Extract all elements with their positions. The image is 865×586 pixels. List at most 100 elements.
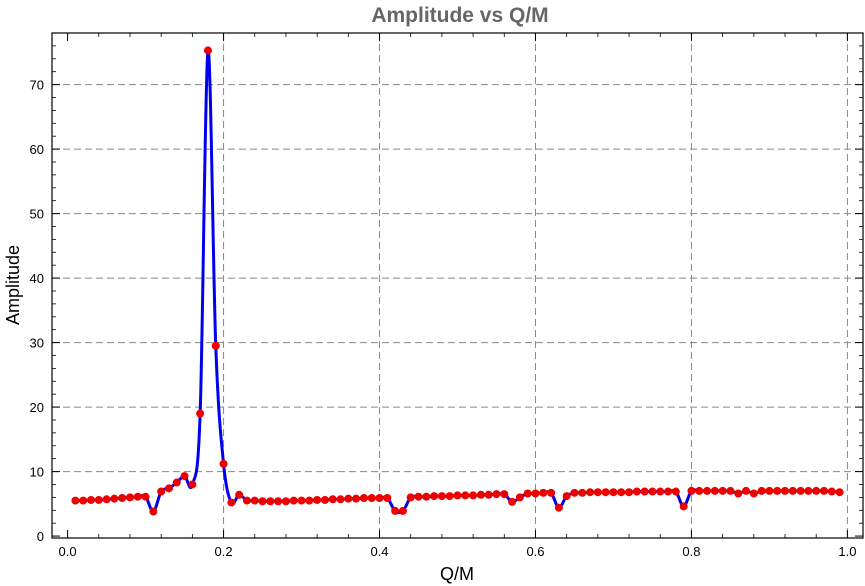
data-point (508, 497, 517, 506)
data-point (352, 494, 361, 503)
data-point (578, 488, 587, 497)
data-point (773, 486, 782, 495)
data-point (203, 46, 212, 55)
amplitude-line (75, 48, 840, 515)
data-point (414, 492, 423, 501)
data-point (492, 490, 501, 499)
data-point (375, 494, 384, 503)
data-point (266, 497, 275, 506)
data-point (586, 488, 595, 497)
data-point (344, 494, 353, 503)
data-point (437, 492, 446, 501)
y-tick-label: 70 (30, 78, 44, 93)
data-point (570, 488, 579, 497)
data-point (632, 487, 641, 496)
data-point (726, 486, 735, 495)
data-point (469, 491, 478, 500)
data-point (765, 486, 774, 495)
data-point (172, 478, 181, 487)
data-point (391, 506, 400, 515)
data-point (94, 495, 103, 504)
data-points (71, 46, 844, 516)
x-tick-label: 0.0 (59, 544, 77, 559)
data-point (609, 488, 618, 497)
data-point (445, 492, 454, 501)
data-point (476, 490, 485, 499)
data-point (180, 472, 189, 481)
data-point (125, 493, 134, 502)
data-point (219, 459, 228, 468)
data-point (86, 495, 95, 504)
data-point (297, 496, 306, 505)
data-point (79, 496, 88, 505)
data-point (258, 497, 267, 506)
data-point (562, 492, 571, 501)
data-point (235, 490, 244, 499)
data-point (289, 496, 298, 505)
data-point (430, 492, 439, 501)
data-point (523, 489, 532, 498)
y-tick-label: 20 (30, 400, 44, 415)
data-point (242, 496, 251, 505)
data-point (328, 495, 337, 504)
data-point (157, 487, 166, 496)
data-point (110, 494, 119, 503)
chart-title: Amplitude vs Q/M (371, 4, 548, 27)
x-tick-label: 0.8 (682, 544, 700, 559)
axis-tick-labels: 0.0 0.2 0.4 0.6 0.8 1.0 0 10 20 30 40 50 60 70 (30, 78, 857, 559)
data-point (141, 492, 150, 501)
data-point (757, 486, 766, 495)
y-axis-label: Amplitude (3, 245, 23, 325)
data-point (118, 494, 127, 503)
data-point (164, 484, 173, 493)
grid-lines (52, 33, 863, 538)
data-point (196, 409, 205, 418)
data-point (827, 487, 836, 496)
data-point (734, 489, 743, 498)
data-point (710, 486, 719, 495)
y-tick-label: 60 (30, 142, 44, 157)
data-point (211, 341, 220, 350)
data-point (804, 486, 813, 495)
data-point (742, 486, 751, 495)
data-point (664, 487, 673, 496)
data-point (305, 496, 314, 505)
data-point (835, 488, 844, 497)
data-point (102, 495, 111, 504)
data-point (149, 507, 158, 516)
data-point (554, 503, 563, 512)
data-point (274, 497, 283, 506)
y-tick-label: 10 (30, 465, 44, 480)
data-point (320, 495, 329, 504)
data-point (188, 480, 197, 489)
data-point (749, 489, 758, 498)
data-point (601, 488, 610, 497)
y-tick-label: 0 (37, 529, 44, 544)
x-tick-label: 0.4 (370, 544, 388, 559)
data-point (617, 488, 626, 497)
data-point (406, 493, 415, 502)
data-point (812, 486, 821, 495)
data-point (71, 496, 80, 505)
data-point (336, 495, 345, 504)
data-point (695, 486, 704, 495)
data-point (531, 489, 540, 498)
axis-ticks (52, 33, 863, 538)
data-point (500, 490, 509, 499)
data-point (648, 487, 657, 496)
data-point (671, 487, 680, 496)
data-point (484, 490, 493, 499)
data-point (640, 487, 649, 496)
x-tick-label: 0.2 (215, 544, 233, 559)
data-point (422, 492, 431, 501)
data-point (820, 486, 829, 495)
data-point (718, 486, 727, 495)
data-point (359, 494, 368, 503)
data-point (687, 486, 696, 495)
data-point (367, 494, 376, 503)
data-point (461, 491, 470, 500)
data-point (788, 486, 797, 495)
data-point (383, 494, 392, 503)
data-point (133, 492, 142, 501)
